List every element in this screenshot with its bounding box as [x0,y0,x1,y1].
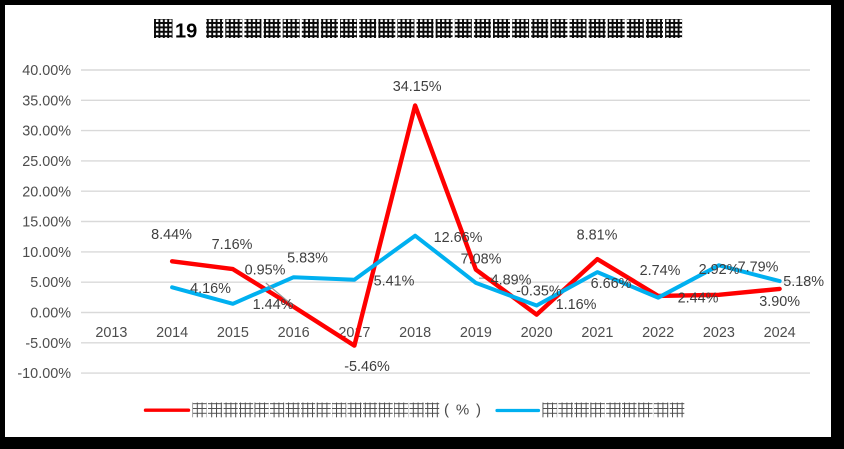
svg-text:6.66%: 6.66% [591,276,632,292]
svg-text:20.00%: 20.00% [22,184,71,200]
svg-text:2015: 2015 [217,325,249,341]
svg-text:5.41%: 5.41% [374,274,415,290]
svg-text:34.15%: 34.15% [393,79,442,95]
svg-text:1.44%: 1.44% [253,297,294,313]
svg-text:-5.00%: -5.00% [25,336,71,352]
svg-text:2019: 2019 [460,325,492,341]
svg-text:25.00%: 25.00% [22,154,71,170]
svg-text:0.95%: 0.95% [245,263,286,279]
svg-text:7.16%: 7.16% [212,237,253,253]
svg-text:2021: 2021 [581,325,613,341]
svg-text:2017: 2017 [338,325,370,341]
svg-text:-0.35%: -0.35% [516,283,562,299]
svg-text:-10.00%: -10.00% [17,366,71,382]
svg-text:-5.46%: -5.46% [344,359,390,375]
svg-text:12.66%: 12.66% [434,230,483,246]
svg-text:0.00%: 0.00% [30,306,71,322]
svg-text:19: 19 [175,20,197,42]
svg-text:8.44%: 8.44% [151,227,192,243]
svg-text:2.92%: 2.92% [699,262,740,278]
svg-text:2014: 2014 [156,325,188,341]
svg-text:%: % [456,402,469,419]
svg-text:3.90%: 3.90% [759,294,800,310]
svg-text:10.00%: 10.00% [22,245,71,261]
svg-text:8.81%: 8.81% [577,228,618,244]
svg-text:1.16%: 1.16% [556,297,597,313]
svg-text:7.79%: 7.79% [738,260,779,276]
svg-text:5.83%: 5.83% [287,250,328,266]
svg-text:2.44%: 2.44% [678,291,719,307]
svg-text:4.89%: 4.89% [491,272,532,288]
svg-text:2020: 2020 [521,325,553,341]
svg-text:2018: 2018 [399,325,431,341]
svg-text:4.16%: 4.16% [190,281,231,297]
svg-text:2023: 2023 [703,325,735,341]
svg-text:2.74%: 2.74% [640,263,681,279]
svg-text:35.00%: 35.00% [22,93,71,109]
svg-text:15.00%: 15.00% [22,215,71,231]
svg-text:30.00%: 30.00% [22,124,71,140]
svg-text:2016: 2016 [278,325,310,341]
svg-text:5.18%: 5.18% [783,274,824,290]
svg-text:5.00%: 5.00% [30,275,71,291]
svg-text:7.08%: 7.08% [461,252,502,268]
svg-text:2013: 2013 [95,325,127,341]
svg-text:2024: 2024 [764,325,796,341]
svg-text:40.00%: 40.00% [22,63,71,79]
svg-text:(: ( [444,402,449,419]
svg-text:2022: 2022 [642,325,674,341]
svg-text:): ) [476,402,481,419]
